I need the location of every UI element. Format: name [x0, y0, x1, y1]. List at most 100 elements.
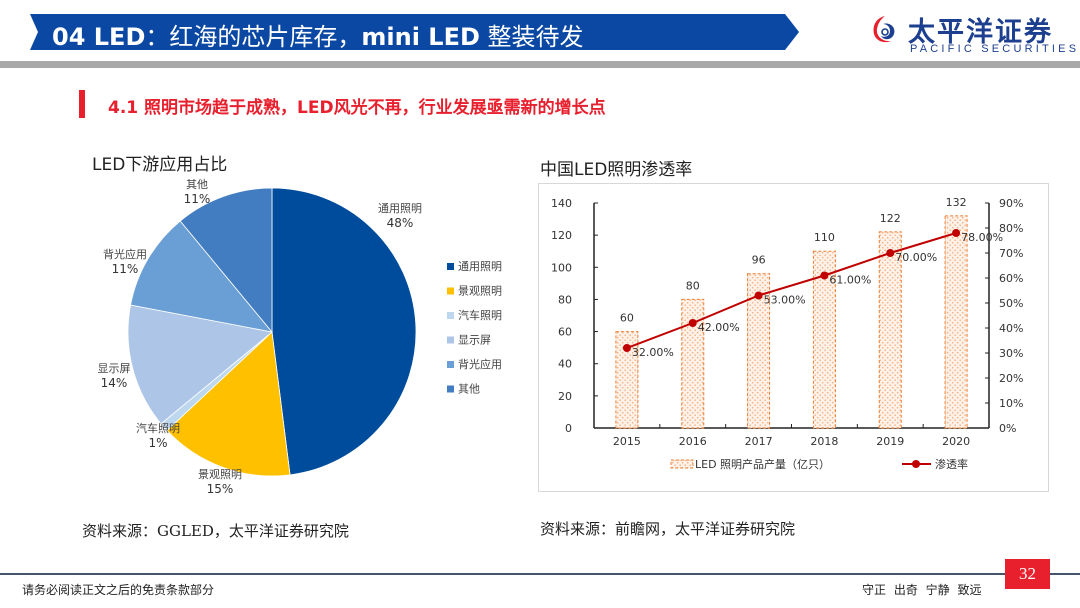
x-tick-label: 2019	[876, 435, 904, 448]
line-point	[952, 229, 961, 237]
line-value-label: 61.00%	[829, 274, 871, 287]
legend-label: 景观照明	[458, 285, 502, 298]
pie-slice-value-label: 1%	[148, 436, 167, 450]
y2-tick-label: 80%	[999, 222, 1023, 235]
x-tick-label: 2018	[810, 435, 838, 448]
legend-line-label: 渗透率	[935, 457, 968, 471]
y2-tick-label: 30%	[999, 347, 1023, 360]
pie-slice-category-label: 通用照明	[378, 202, 422, 215]
pie-slice-value-label: 11%	[112, 262, 139, 276]
banner-notch	[30, 14, 38, 50]
pie-slice-category-label: 背光应用	[103, 247, 147, 261]
bar-chart-title: 中国LED照明渗透率	[540, 160, 693, 180]
legend-swatch	[447, 312, 454, 319]
x-tick-label: 2016	[679, 435, 707, 448]
logo-swirl-icon	[873, 16, 895, 43]
y2-tick-label: 10%	[999, 397, 1023, 410]
penetration-line	[626, 232, 957, 349]
line-point	[754, 291, 763, 300]
legend-line-marker	[912, 460, 920, 468]
pie-slice-value-label: 14%	[101, 376, 128, 390]
y-tick-label: 20	[558, 390, 572, 403]
y-tick-label: 120	[551, 229, 572, 242]
bar-chart-frame: 0 20 40 60 80 100 120 140 0% 10% 20% 30% 40% 50% 60% 70…	[538, 183, 1049, 492]
line-point	[886, 249, 895, 257]
bar-value-label: 96	[752, 254, 766, 267]
pie-slice-value-label: 11%	[184, 192, 211, 206]
logo-chinese-name: 太平洋证券	[908, 17, 1053, 48]
y-tick-label: 0	[565, 422, 572, 435]
x-tick-label: 2017	[745, 435, 773, 448]
pie-slice-category-label: 显示屏	[98, 362, 131, 375]
line-point	[622, 344, 631, 352]
y2-tick-label: 90%	[999, 197, 1023, 210]
title-suffix: 整装待发	[479, 23, 584, 51]
legend-swatch	[447, 287, 454, 295]
y-tick-label: 40	[558, 358, 572, 371]
legend-label: 其他	[458, 383, 480, 396]
title-cn: ：红海的芯片库存，	[145, 23, 362, 51]
pie-slice	[127, 304, 273, 425]
bar-value-label: 80	[686, 279, 700, 292]
y2-tick-label: 70%	[999, 247, 1023, 260]
pie-slice-category-label: 景观照明	[198, 468, 242, 481]
bar-chart-source: 资料来源：前瞻网，太平洋证券研究院	[540, 520, 796, 538]
bar	[615, 331, 639, 429]
pie-slice	[271, 187, 417, 476]
legend-label: 通用照明	[458, 260, 502, 273]
section-title: 4.1 照明市场趋于成熟，LED风光不再，行业发展亟需新的增长点	[108, 98, 606, 118]
pie-slice-category-label: 汽车照明	[136, 421, 180, 435]
logo-english-name: PACIFIC SECURITIES	[910, 43, 1080, 55]
footer-divider-right	[1050, 573, 1080, 575]
header-divider	[0, 61, 1080, 68]
title-mid: mini LED	[361, 23, 480, 51]
line-point	[820, 271, 829, 280]
line-value-label: 32.00%	[632, 346, 674, 359]
title-prefix: 04 LED	[52, 23, 146, 51]
legend-swatch	[447, 385, 454, 393]
bar-line-chart: 0 20 40 60 80 100 120 140 0% 10% 20% 30% 40% 50% 60% 70…	[551, 196, 1023, 471]
y2-tick-label: 50%	[999, 297, 1023, 310]
bar	[944, 215, 968, 429]
y-tick-label: 100	[551, 261, 572, 274]
footer-divider-left	[0, 573, 1005, 575]
bar-value-label: 110	[814, 231, 835, 244]
bar	[878, 231, 902, 429]
page-title: 04 LED：红海的芯片库存，mini LED 整装待发	[52, 17, 584, 52]
legend-swatch	[447, 361, 454, 368]
y2-tick-label: 20%	[999, 372, 1023, 385]
y-tick-label: 80	[558, 293, 572, 306]
line-point	[688, 319, 697, 327]
pie-slice-value-label: 48%	[387, 216, 414, 230]
y-tick-label: 60	[558, 326, 572, 339]
bar	[812, 250, 836, 429]
legend-label: 汽车照明	[458, 308, 502, 322]
pie-slice	[130, 220, 274, 333]
bar	[747, 273, 771, 429]
bar-value-label: 132	[946, 196, 967, 209]
legend-swatch	[447, 263, 454, 270]
x-tick-label: 2020	[942, 435, 970, 448]
bar-value-label: 122	[880, 212, 901, 225]
pie-chart-source: 资料来源：GGLED，太平洋证券研究院	[82, 522, 349, 540]
y-tick-label: 140	[551, 197, 572, 210]
line-value-label: 42.00%	[698, 321, 740, 334]
line-value-label: 70.00%	[895, 251, 937, 264]
footer-disclaimer: 请务必阅读正文之后的免责条款部分	[22, 583, 215, 597]
company-logo: 太平洋证券 PACIFIC SECURITIES	[870, 8, 1076, 58]
line-value-label: 53.00%	[764, 294, 806, 307]
bar	[681, 298, 705, 429]
pie-slice	[166, 331, 291, 477]
y2-tick-label: 0%	[999, 422, 1016, 435]
line-value-label: 78.00%	[961, 231, 1003, 244]
section-marker	[79, 90, 85, 118]
banner-arrow-tip	[785, 14, 799, 50]
legend-label: 背光应用	[458, 357, 502, 371]
x-tick-label: 2015	[613, 435, 641, 448]
y2-tick-label: 40%	[999, 322, 1023, 335]
pie-chart-title: LED下游应用占比	[92, 155, 228, 175]
pie-chart: 通用照明48%景观照明15%汽车照明1%显示屏14%背光应用11%其他11%通用…	[98, 178, 503, 496]
pie-slice-category-label: 其他	[186, 178, 208, 191]
pie-slice-value-label: 15%	[207, 482, 234, 496]
legend-label: 显示屏	[458, 334, 491, 347]
